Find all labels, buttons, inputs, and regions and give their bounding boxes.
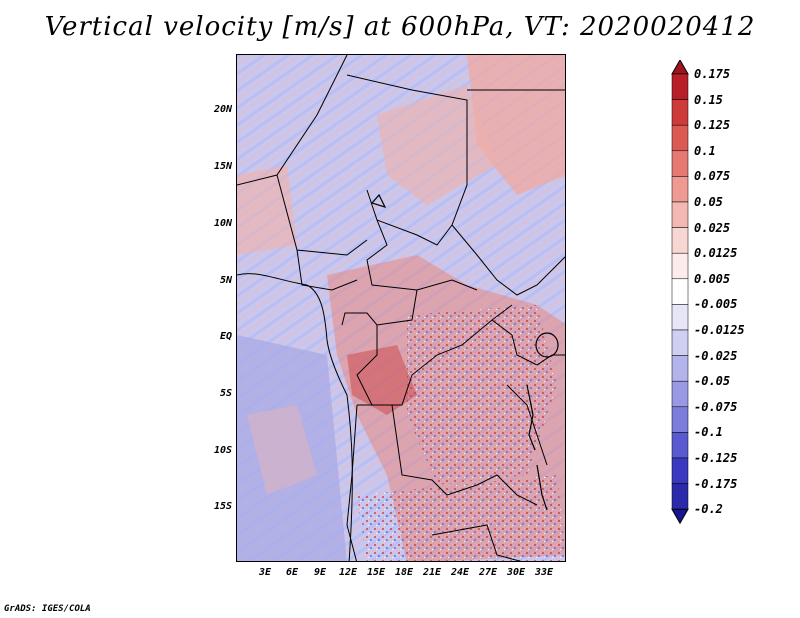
lat-label-5n: 5N [219,275,232,286]
lon-label-9e: 9E [313,567,327,578]
colorbar-band [671,432,689,459]
colorbar-band [671,124,689,152]
colorbar-band [671,150,689,177]
colorbar-level-label: -0.1 [694,425,723,440]
colorbar [671,60,689,525]
lon-label-3e: 3E [258,567,272,578]
lon-label-30e: 30E [506,567,526,578]
colorbar-level-label: 0.125 [694,118,731,133]
colorbar-level-label: 0.0125 [694,246,738,261]
lon-label-12e: 12E [338,567,358,578]
lon-label-24e: 24E [450,567,470,578]
lon-label-18e: 18E [394,567,414,578]
colorbar-band [671,176,689,203]
colorbar-level-label: 0.15 [694,92,723,107]
colorbar-level-label: -0.175 [694,476,738,491]
lat-label-15n: 15N [213,161,232,172]
colorbar-level-label: 0.025 [694,220,731,235]
lat-label-eq: EQ [219,331,232,342]
lat-label-5s: 5S [219,388,232,399]
colorbar-band [671,406,689,433]
colorbar-band [671,380,689,408]
lon-label-6e: 6E [285,567,299,578]
colorbar-band [671,201,689,228]
colorbar-level-label: 0.1 [694,143,716,158]
colorbar-band [671,278,689,305]
colorbar-level-label: -0.005 [694,297,738,312]
colorbar-level-label: -0.125 [694,451,738,465]
colorbar-band [671,227,689,254]
lat-label-10s: 10S [213,445,232,456]
lon-label-27e: 27E [478,567,498,578]
colorbar-band [671,304,689,331]
colorbar-level-label: -0.025 [694,348,738,363]
colorbar-level-label: -0.05 [694,374,731,389]
vertical-velocity-field [237,55,565,561]
colorbar-level-label: -0.2 [694,502,723,517]
colorbar-band [671,252,689,280]
lat-label-20n: 20N [213,104,232,115]
colorbar-level-label: 0.075 [694,169,731,184]
colorbar-band [671,483,689,510]
colorbar-level-label: -0.075 [694,399,738,414]
colorbar-bottom-arrow [671,508,689,525]
map-title: Vertical velocity [m/s] at 600hPa, VT: 2… [44,12,756,42]
lat-label-15s: 15S [213,501,232,512]
colorbar-band [671,73,689,100]
colorbar-band [671,329,689,356]
grads-credit: GrADS: IGES/COLA [4,604,91,614]
lat-label-10n: 10N [213,218,232,229]
lon-label-15e: 15E [366,567,386,578]
colorbar-level-label: -0.0125 [694,323,745,337]
colorbar-band [671,457,689,484]
map-plot-area [236,54,566,562]
lon-label-21e: 21E [422,567,442,578]
colorbar-band [671,99,689,126]
colorbar-band [671,355,689,382]
colorbar-level-label: 0.175 [694,67,731,81]
colorbar-level-label: 0.05 [694,195,723,209]
colorbar-top-arrow [671,60,689,75]
lon-label-33e: 33E [534,567,554,578]
colorbar-level-label: 0.005 [694,271,731,286]
